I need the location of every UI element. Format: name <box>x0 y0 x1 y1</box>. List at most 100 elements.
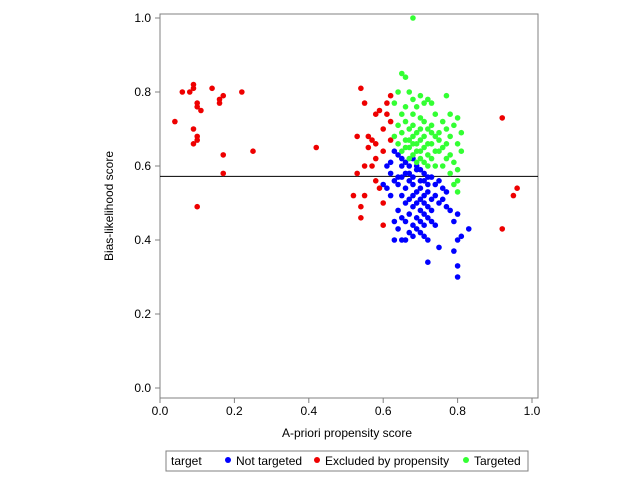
data-point <box>439 118 446 125</box>
data-point <box>399 192 405 199</box>
legend-label-excluded: Excluded by propensity <box>325 454 449 468</box>
data-point <box>216 100 223 106</box>
data-point <box>413 189 420 195</box>
data-point <box>399 70 405 77</box>
y-tick-label: 1.0 <box>134 11 151 25</box>
data-point <box>395 181 401 188</box>
data-point <box>391 218 398 225</box>
legend-marker-not-targeted <box>225 457 231 463</box>
data-point <box>454 189 461 195</box>
data-point <box>417 185 424 191</box>
data-point <box>447 133 453 140</box>
data-point <box>443 92 450 99</box>
data-point <box>194 133 200 140</box>
data-point <box>380 126 387 132</box>
data-point <box>443 189 450 195</box>
data-point <box>417 115 424 121</box>
data-point <box>387 137 394 143</box>
data-point <box>406 229 413 236</box>
data-point <box>454 274 461 280</box>
data-point <box>451 218 457 225</box>
data-point <box>354 133 360 140</box>
data-point <box>209 85 215 92</box>
x-tick-label: 0.2 <box>226 404 243 418</box>
data-point <box>410 181 416 188</box>
data-point <box>387 92 394 99</box>
data-point <box>380 148 387 154</box>
legend-marker-excluded <box>314 457 320 463</box>
data-point <box>239 89 245 95</box>
data-point <box>410 192 416 199</box>
data-point <box>421 178 427 184</box>
data-point <box>365 133 372 140</box>
data-point <box>369 163 375 169</box>
data-point <box>451 181 457 188</box>
data-point <box>399 148 405 154</box>
data-point <box>358 215 364 221</box>
data-point <box>395 122 401 129</box>
data-point <box>413 104 420 110</box>
data-point <box>451 122 457 129</box>
data-point <box>358 203 364 210</box>
data-point <box>391 237 398 243</box>
data-point <box>402 159 409 166</box>
data-point <box>406 178 413 184</box>
data-point <box>413 226 420 232</box>
data-point <box>421 211 427 217</box>
data-point <box>387 170 394 177</box>
data-point <box>432 148 439 154</box>
data-point <box>376 107 383 114</box>
y-axis: 0.0 0.2 0.4 0.6 0.8 1.0 <box>134 11 160 395</box>
legend-label-targeted: Targeted <box>474 454 521 468</box>
data-point <box>421 170 427 177</box>
data-point <box>399 237 405 243</box>
data-point <box>313 144 320 151</box>
data-point <box>410 203 416 210</box>
data-point <box>432 181 439 188</box>
y-tick-label: 0.0 <box>134 381 151 395</box>
data-point <box>499 226 506 232</box>
data-point <box>428 100 435 106</box>
data-point <box>354 170 360 177</box>
data-point <box>358 85 364 92</box>
data-point <box>510 192 517 199</box>
data-point <box>186 89 193 95</box>
data-point <box>406 155 413 162</box>
data-point <box>439 185 446 191</box>
data-point <box>417 155 424 162</box>
series-not-targeted <box>380 148 472 280</box>
data-point <box>399 215 405 221</box>
data-point <box>372 155 379 162</box>
data-point <box>432 192 439 199</box>
legend-marker-targeted <box>463 457 469 463</box>
data-point <box>402 74 409 80</box>
data-point <box>428 218 435 225</box>
data-point <box>428 129 435 136</box>
y-axis-title: Bias-likelihood score <box>102 151 116 261</box>
data-point <box>406 137 413 143</box>
data-point <box>447 207 453 214</box>
x-tick-label: 1.0 <box>524 404 541 418</box>
data-point <box>458 129 465 136</box>
data-point <box>361 100 368 106</box>
data-point <box>395 174 401 180</box>
data-point <box>190 126 197 132</box>
data-point <box>384 111 390 117</box>
data-point <box>417 196 424 203</box>
data-point <box>372 178 379 184</box>
data-point <box>421 233 427 240</box>
data-point <box>410 233 416 240</box>
data-point <box>447 170 453 177</box>
legend-title: target <box>171 454 202 468</box>
data-point <box>421 133 427 140</box>
data-point <box>458 148 465 154</box>
data-point <box>425 163 431 169</box>
data-point <box>220 92 227 99</box>
data-point <box>421 192 427 199</box>
data-point <box>402 104 409 110</box>
data-point <box>365 144 372 151</box>
data-point <box>194 104 200 110</box>
data-point <box>406 89 413 95</box>
data-point <box>447 152 453 158</box>
